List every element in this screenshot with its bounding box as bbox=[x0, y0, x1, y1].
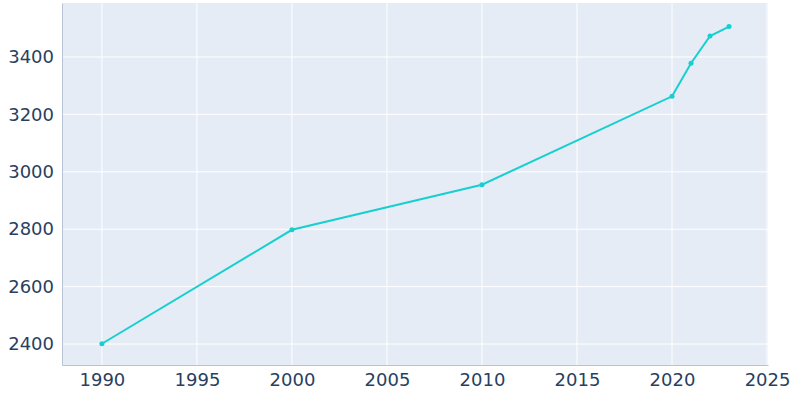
grid-line bbox=[62, 344, 768, 345]
tick-label: 3200 bbox=[8, 104, 54, 125]
marker bbox=[289, 227, 294, 232]
tick: 3400 bbox=[8, 46, 62, 67]
tick: 3200 bbox=[8, 104, 62, 125]
grid-line bbox=[62, 114, 768, 115]
tick: 1995 bbox=[175, 365, 221, 390]
tick-label: 2025 bbox=[745, 369, 791, 390]
tick: 2020 bbox=[650, 365, 696, 390]
tick: 2600 bbox=[8, 276, 62, 297]
tick-label: 1995 bbox=[175, 369, 221, 390]
tick-label: 3000 bbox=[8, 161, 54, 182]
tick-label: 1990 bbox=[80, 369, 126, 390]
tick-label: 2000 bbox=[270, 369, 316, 390]
marker bbox=[479, 182, 484, 187]
plot-background bbox=[62, 3, 768, 365]
tick-label: 2005 bbox=[365, 369, 411, 390]
tick: 2400 bbox=[8, 333, 62, 354]
tick: 2000 bbox=[270, 365, 316, 390]
x-axis: 1990 1995 2000 2005 2010 2015 2020 2025 bbox=[63, 365, 791, 390]
tick: 2005 bbox=[365, 365, 411, 390]
tick-label: 2600 bbox=[8, 276, 54, 297]
tick-label: 2020 bbox=[650, 369, 696, 390]
marker bbox=[670, 94, 675, 99]
tick-label: 2800 bbox=[8, 218, 54, 239]
marker bbox=[99, 341, 104, 346]
tick: 2010 bbox=[460, 365, 506, 390]
grid-line bbox=[62, 171, 768, 172]
marker bbox=[689, 61, 694, 66]
axis-line bbox=[63, 365, 769, 366]
y-axis: 2400 2600 2800 3000 3200 3400 bbox=[8, 4, 62, 366]
line bbox=[102, 27, 729, 344]
tick: 1990 bbox=[80, 365, 126, 390]
tick-label: 3400 bbox=[8, 46, 54, 67]
grid-line bbox=[62, 56, 768, 57]
marker bbox=[708, 33, 713, 38]
axis-line bbox=[62, 4, 63, 366]
tick: 3000 bbox=[8, 161, 62, 182]
marker bbox=[727, 24, 732, 29]
chart: 1990 1995 2000 2005 2010 2015 2020 2025 2400 2600… bbox=[0, 0, 800, 400]
grid-line bbox=[62, 286, 768, 287]
tick: 2800 bbox=[8, 218, 62, 239]
grid-line bbox=[62, 229, 768, 230]
tick-label: 2015 bbox=[555, 369, 601, 390]
series bbox=[99, 24, 731, 346]
tick-label: 2010 bbox=[460, 369, 506, 390]
plot: 1990 1995 2000 2005 2010 2015 2020 2025 2400 2600… bbox=[8, 3, 790, 390]
tick: 2025 bbox=[745, 365, 791, 390]
grid bbox=[62, 3, 768, 365]
tick: 2015 bbox=[555, 365, 601, 390]
tick-label: 2400 bbox=[8, 333, 54, 354]
